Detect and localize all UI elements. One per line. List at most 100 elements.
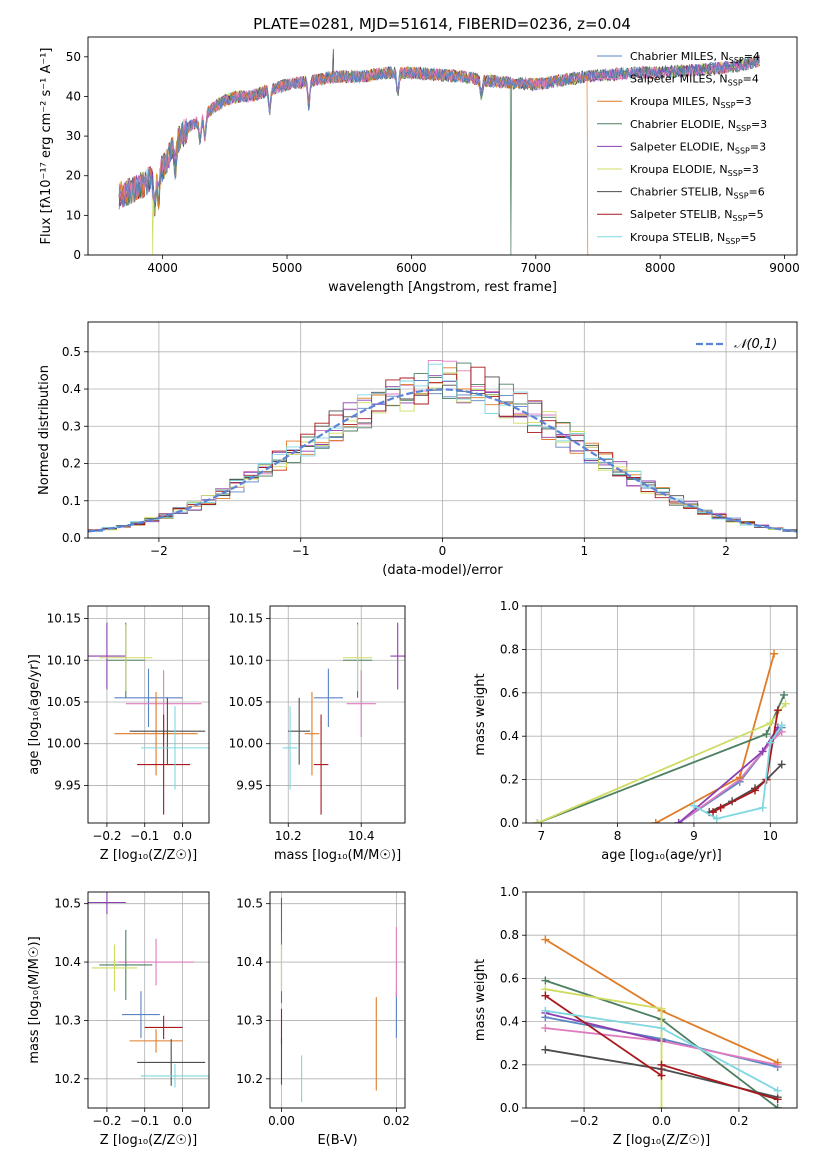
legend-entry: Kroupa MILES, NSSP=3	[630, 95, 752, 110]
errorbar-chabrier-stelib	[288, 697, 311, 765]
legend-entry: Chabrier MILES, NSSP=4	[630, 50, 760, 65]
x-axis-label: Z [log₁₀(Z/Z☉)]	[100, 848, 197, 863]
panel-mass_vs_ebv: 0.00 0.02 10.2 10.3 10.4 10.5 E(B-V)	[236, 891, 410, 1148]
y-tick-label: 0.4	[500, 729, 519, 743]
axes-frame	[269, 605, 406, 824]
legend-entry: Salpeter STELIB, NSSP=5	[630, 208, 764, 223]
x-tick-label: −2	[150, 544, 168, 558]
y-tick-label: 10.4	[236, 955, 263, 969]
x-tick-label: −1	[292, 544, 310, 558]
y-tick-label: 10.05	[47, 695, 81, 709]
plot-area-residuals	[88, 359, 797, 533]
y-tick-label: 0.4	[62, 382, 81, 396]
errorbar-salpeter-miles	[346, 670, 376, 738]
y-axis-label: mass weight	[473, 673, 488, 755]
errorbar-chabrier-stelib	[129, 697, 206, 765]
legend-entry: Salpeter ELODIE, NSSP=3	[630, 140, 766, 155]
y-tick-label: 10.15	[47, 612, 81, 626]
y-tick-label: 10.15	[229, 612, 263, 626]
weight-marker-chabrier-elodie	[773, 1104, 782, 1108]
weight-marker-salpeter-stelib	[709, 808, 718, 817]
y-tick-label: 0.3	[62, 419, 81, 433]
x-tick-label: 7000	[521, 261, 552, 275]
errorbar-chabrier-miles	[313, 668, 343, 728]
y-tick-label: 0	[73, 248, 81, 262]
y-tick-label: 10.00	[229, 737, 263, 751]
panel-weight_vs_age: 7 8 9 10 0.0 0.2 0.4 0.6 0.8 1.0 age [log₁₀(age/yr…	[473, 599, 798, 863]
axes-frame	[87, 605, 210, 824]
legend-entry: Kroupa ELODIE, NSSP=3	[630, 163, 759, 178]
axes-frame	[87, 36, 798, 256]
errorbar-salpeter-elodie	[88, 892, 126, 915]
y-tick-label: 40	[66, 89, 81, 103]
weight-line-chabrier-elodie	[537, 694, 785, 823]
y-tick-label: 30	[66, 129, 81, 143]
panel-age_vs_Z: −0.2 −0.1 0.0 9.95 10.00 10.05 10.10 10.15 Z [lo…	[27, 605, 210, 863]
weight-marker-kroupa-stelib	[777, 721, 786, 730]
weight-marker-kroupa-elodie	[781, 699, 790, 708]
y-tick-label: 20	[66, 169, 81, 183]
weight-marker-kroupa-miles	[541, 935, 550, 944]
weight-marker-salpeter-stelib	[657, 1060, 666, 1069]
weight-marker-kroupa-elodie	[533, 819, 542, 823]
legend-entry: Chabrier STELIB, NSSP=6	[630, 186, 765, 201]
y-tick-label: 0.2	[62, 457, 81, 471]
y-tick-label: 0.2	[500, 773, 519, 787]
y-axis-label: mass weight	[473, 959, 488, 1041]
errorbar-salpeter-elodie	[88, 622, 126, 690]
x-tick-label: 5000	[272, 261, 303, 275]
y-tick-label: 0.1	[62, 494, 81, 508]
x-axis-label: (data-model)/error	[382, 563, 503, 578]
figure-title: PLATE=0281, MJD=51614, FIBERID=0236, z=0…	[253, 15, 631, 33]
y-tick-label: 0.0	[62, 531, 81, 545]
plot-area-age_vs_mass	[282, 622, 405, 815]
x-tick-label: 9	[690, 829, 698, 843]
x-tick-label: −0.2	[570, 1114, 599, 1128]
plot-area-mass_vs_ebv	[280, 897, 397, 1103]
weight-marker-chabrier-elodie	[541, 976, 550, 985]
plot-area-weight_vs_Z	[541, 935, 782, 1108]
x-tick-label: −0.1	[130, 829, 159, 843]
x-tick-label: −0.1	[130, 1114, 159, 1128]
errorbar-chabrier-elodie	[99, 929, 153, 1000]
x-axis-label: age [log₁₀(age/yr)]	[601, 848, 722, 863]
y-tick-label: 0.8	[500, 642, 519, 656]
x-tick-label: −0.2	[92, 1114, 121, 1128]
panel-residuals: −2 −1 0 1 2 0.0 0.1 0.2 0.3 0.4 0.5 (data-model)/er…	[37, 321, 798, 578]
x-tick-label: 0.02	[383, 1114, 410, 1128]
weight-marker-kroupa-stelib	[766, 738, 775, 747]
errorbar-chabrier-stelib	[137, 1039, 206, 1086]
weight-marker-salpeter-elodie	[674, 819, 683, 823]
x-tick-label: 6000	[396, 261, 427, 275]
y-tick-label: 0.0	[500, 1101, 519, 1115]
weight-marker-kroupa-stelib	[712, 814, 721, 823]
x-tick-label: 8	[614, 829, 622, 843]
weight-marker-kroupa-stelib	[758, 803, 767, 812]
y-axis-label: Normed distribution	[37, 365, 52, 495]
errorbar-chabrier-miles	[122, 991, 160, 1038]
axes-frame	[525, 891, 798, 1109]
residual-hist-kroupa-stelib	[88, 363, 797, 532]
x-axis-label: Z [log₁₀(Z/Z☉)]	[100, 1133, 197, 1148]
y-tick-label: 0.6	[500, 686, 519, 700]
x-tick-label: 1	[580, 544, 588, 558]
spectrum-line-kroupa-elodie	[118, 55, 760, 255]
y-axis-label: mass [log₁₀(M/M☉)]	[27, 936, 42, 1063]
x-tick-label: −0.2	[92, 829, 121, 843]
y-tick-label: 10.3	[236, 1013, 263, 1027]
weight-marker-salpeter-stelib	[716, 803, 725, 812]
y-tick-label: 0.8	[500, 928, 519, 942]
weight-marker-kroupa-elodie	[766, 719, 775, 728]
panel-mass_vs_Z: −0.2 −0.1 0.0 10.2 10.3 10.4 10.5 Z [log₁₀(Z/Z☉…	[27, 891, 210, 1148]
errorbar-salpeter-stelib	[313, 714, 329, 815]
y-tick-label: 10.05	[229, 695, 263, 709]
panel-age_vs_mass: 10.2 10.4 9.95 10.00 10.05 10.10 10.15 mass [lo…	[229, 605, 406, 863]
errorbar-kroupa-elodie	[99, 624, 153, 692]
y-tick-label: 0.0	[500, 816, 519, 830]
spectrum-line-kroupa-miles	[118, 66, 589, 255]
y-axis-label: Flux [fλ10⁻¹⁷ erg cm⁻² s⁻¹ A⁻¹]	[39, 48, 54, 245]
y-tick-label: 0.4	[500, 1015, 519, 1029]
y-tick-label: 9.95	[236, 778, 263, 792]
y-tick-label: 10.2	[236, 1072, 263, 1086]
